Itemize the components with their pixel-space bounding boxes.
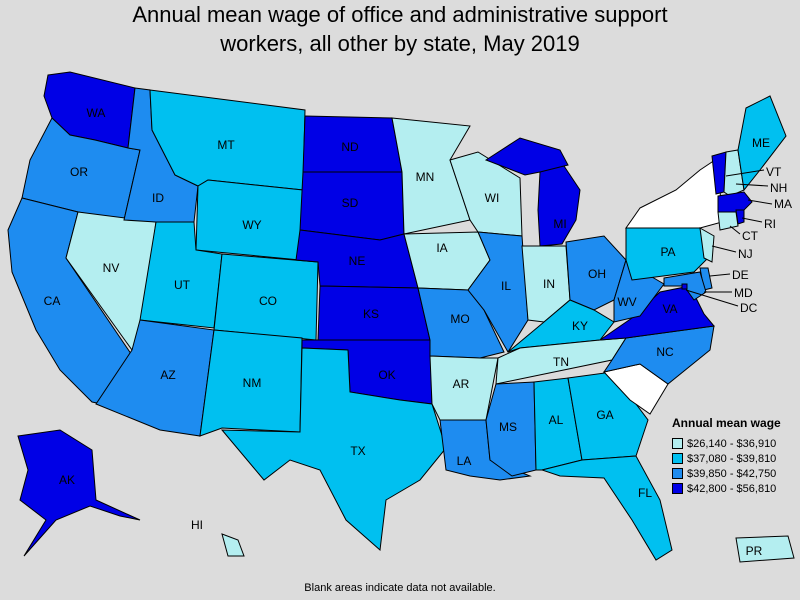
legend-label: $37,080 - $39,810 [687,452,777,465]
label-la: LA [457,454,472,468]
legend-swatch [672,483,683,494]
label-co: CO [259,294,277,308]
label-pr: PR [746,544,763,558]
legend-label: $26,140 - $36,910 [687,437,777,450]
label-ar: AR [453,377,470,391]
legend: Annual mean wage $26,140 - $36,910 $37,0… [672,416,798,496]
label-ia: IA [436,241,447,255]
label-nm: NM [243,376,262,390]
state-ak[interactable] [17,429,141,557]
label-va: VA [662,302,677,316]
label-wa: WA [87,106,106,120]
label-sd: SD [342,196,359,210]
title-line-1: Annual mean wage of office and administr… [132,2,668,27]
label-ms: MS [499,420,517,434]
label-nv: NV [103,261,120,275]
label-ca: CA [44,294,61,308]
state-ct[interactable] [717,211,739,231]
state-nm[interactable] [199,329,303,437]
footnote: Blank areas indicate data not available. [304,582,496,594]
label-mt: MT [217,138,235,152]
callout-lines [685,169,773,307]
label-ky: KY [572,319,588,333]
label-nc: NC [656,345,674,359]
label-id: ID [152,191,164,205]
state-ny[interactable] [625,157,723,229]
label-ut: UT [174,278,191,292]
legend-item: $42,800 - $56,810 [672,481,798,496]
label-in: IN [543,277,555,291]
label-mi: MI [553,217,566,231]
state-nj[interactable] [699,227,715,263]
label-or: OR [70,165,88,179]
label-md: MD [734,286,753,300]
label-pa: PA [660,245,675,259]
label-dc: DC [740,301,758,315]
legend-title: Annual mean wage [672,416,781,430]
state-mi[interactable] [537,159,581,247]
state-fl[interactable] [540,455,673,561]
label-wv: WV [617,295,636,309]
label-nh: NH [770,181,787,195]
label-hi: HI [191,518,203,532]
state-wy[interactable] [195,179,304,261]
label-nd: ND [341,140,359,154]
label-ct: CT [742,229,759,243]
title-line-2: workers, all other by state, May 2019 [220,31,580,56]
legend-label: $42,800 - $56,810 [687,482,777,495]
label-oh: OH [588,267,606,281]
state-tx[interactable] [220,347,447,552]
label-ne: NE [349,254,366,268]
label-al: AL [549,413,564,427]
label-de: DE [732,268,749,282]
label-ga: GA [596,408,613,422]
label-vt: VT [766,165,782,179]
legend-swatch [672,438,683,449]
label-me: ME [752,136,770,150]
label-ok: OK [378,368,395,382]
label-az: AZ [160,368,175,382]
label-ri: RI [764,217,776,231]
legend-item: $37,080 - $39,810 [672,451,798,466]
state-ri[interactable] [735,209,745,225]
label-ma: MA [774,197,792,211]
legend-item: $26,140 - $36,910 [672,436,798,451]
label-ks: KS [363,307,379,321]
state-me[interactable] [737,95,787,192]
legend-item: $39,850 - $42,750 [672,466,798,481]
legend-swatch [672,468,683,479]
label-il: IL [501,279,511,293]
label-tx: TX [350,444,365,458]
state-hi[interactable] [221,533,245,557]
legend-swatch [672,453,683,464]
label-wy: WY [242,218,261,232]
legend-label: $39,850 - $42,750 [687,467,777,480]
label-wi: WI [485,191,500,205]
state-ma[interactable] [717,191,753,213]
map-title: Annual mean wage of office and administr… [0,0,800,58]
state-pr[interactable] [735,535,795,563]
label-tn: TN [553,355,569,369]
label-mo: MO [450,312,469,326]
label-ak: AK [59,473,75,487]
label-nj: NJ [738,247,753,261]
state-mi-upper[interactable] [484,137,569,176]
label-mn: MN [416,170,435,184]
state-dc[interactable] [681,283,688,290]
state-labels: WA OR CA NV ID MT WY UT CO AZ NM ND SD N… [44,106,792,558]
label-fl: FL [638,486,652,500]
